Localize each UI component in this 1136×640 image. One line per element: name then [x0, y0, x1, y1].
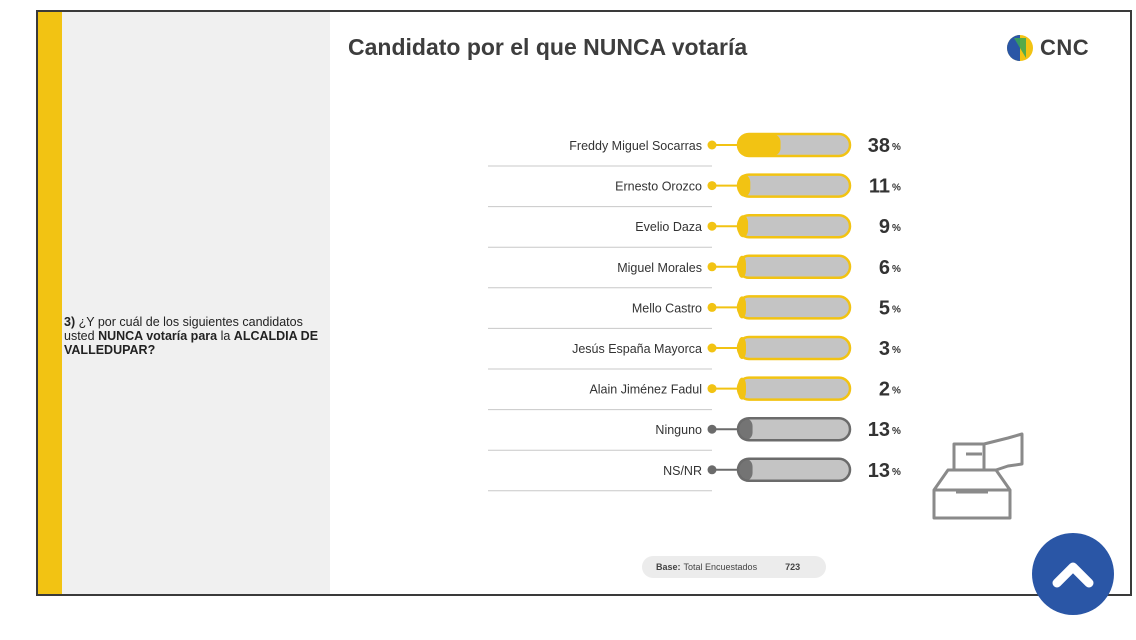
- bar-track: [736, 335, 852, 361]
- value-unit: %: [892, 223, 901, 234]
- value-label: 38: [868, 135, 890, 157]
- value-unit: %: [892, 467, 901, 478]
- logo-text: CNC: [1040, 35, 1090, 60]
- question-text: 3) ¿Y por cuál de los siguientes candida…: [64, 315, 326, 357]
- category-label: Alain Jiménez Fadul: [589, 383, 702, 397]
- value-unit: %: [892, 183, 901, 194]
- value-unit: %: [892, 386, 901, 397]
- bar-track: [736, 254, 852, 280]
- value-unit: %: [892, 304, 901, 315]
- value-unit: %: [892, 345, 901, 356]
- accent-bar: [38, 12, 62, 594]
- base-description: Total Encuestados: [683, 562, 758, 572]
- base-note: Base: Total Encuestados 723: [642, 556, 826, 578]
- category-label: Mello Castro: [632, 301, 702, 315]
- question-text-bold-2: ALCALDIA DE VALLEDUPAR?: [64, 329, 319, 357]
- value-label: 13: [868, 419, 890, 441]
- category-label: NS/NR: [663, 464, 702, 478]
- category-label: Ernesto Orozco: [615, 180, 702, 194]
- bar-fill: [738, 134, 781, 156]
- question-text-2: la: [220, 329, 231, 343]
- bar-chart: Freddy Miguel Socarras 38 % Ernesto Orozco 1…: [488, 132, 901, 492]
- bar-track: [736, 376, 852, 401]
- category-label: Ninguno: [655, 423, 702, 437]
- bar-track: [736, 457, 852, 483]
- scroll-to-top-button[interactable]: [1032, 533, 1114, 615]
- value-unit: %: [892, 142, 901, 153]
- slide: 3) ¿Y por cuál de los siguientes candida…: [36, 10, 1132, 596]
- value-unit: %: [892, 426, 901, 437]
- base-value: 723: [785, 562, 801, 572]
- base-label: Base:: [656, 562, 681, 572]
- bar-track: [736, 213, 852, 239]
- category-label: Jesús España Mayorca: [572, 342, 702, 356]
- value-label: 13: [868, 460, 890, 482]
- question-text-1: ¿Y por cuál de los siguientes candidatos…: [64, 315, 303, 343]
- bar-fill: [738, 174, 751, 197]
- ballot-box-icon: [932, 432, 1024, 520]
- bar-track: [736, 416, 852, 442]
- bar-fill: [738, 296, 746, 319]
- value-unit: %: [892, 264, 901, 275]
- question-number: 3): [64, 315, 76, 329]
- bar-fill: [738, 418, 753, 441]
- value-label: 6: [879, 257, 890, 279]
- chevron-up-icon: [1052, 562, 1094, 588]
- cnc-logo-icon: [1007, 35, 1033, 61]
- category-label: Freddy Miguel Socarras: [569, 139, 702, 153]
- category-label: Evelio Daza: [635, 220, 702, 234]
- value-label: 5: [879, 297, 890, 319]
- page-title: Candidato por el que NUNCA votaría: [348, 34, 748, 60]
- value-label: 3: [879, 338, 890, 360]
- bar-fill: [738, 215, 749, 238]
- category-label: Miguel Morales: [617, 261, 702, 275]
- bar-track: [736, 173, 852, 198]
- question-text-bold: NUNCA votaría para: [98, 329, 218, 343]
- value-label: 2: [879, 379, 890, 401]
- bar-fill: [738, 255, 746, 278]
- bar-track: [736, 295, 852, 320]
- value-label: 11: [869, 176, 890, 198]
- value-label: 9: [879, 216, 890, 238]
- question-panel: 3) ¿Y por cuál de los siguientes candida…: [62, 12, 330, 594]
- bar-fill: [738, 337, 746, 359]
- cnc-logo: CNC: [1006, 34, 1089, 62]
- bar-fill: [738, 377, 746, 400]
- bar-fill: [738, 458, 753, 481]
